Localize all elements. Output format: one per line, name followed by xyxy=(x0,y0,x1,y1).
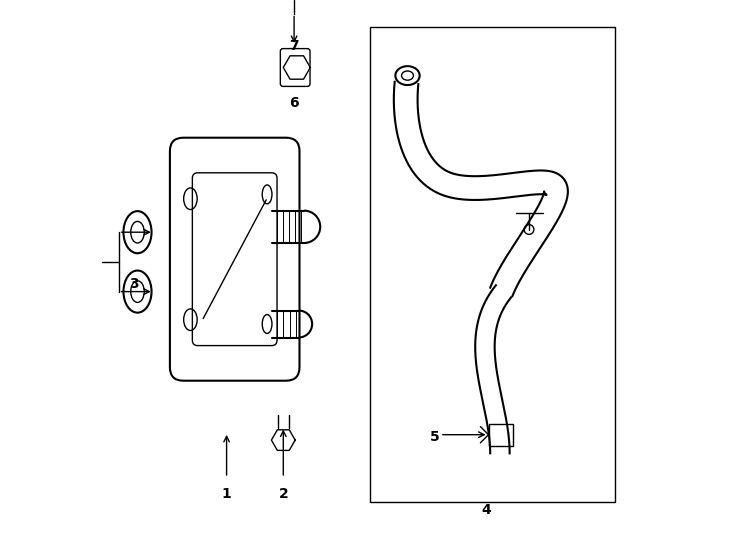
Polygon shape xyxy=(272,430,295,450)
Polygon shape xyxy=(283,56,310,79)
Text: 4: 4 xyxy=(481,503,490,517)
Ellipse shape xyxy=(123,271,151,313)
FancyBboxPatch shape xyxy=(192,173,277,346)
Ellipse shape xyxy=(396,66,420,85)
Text: 2: 2 xyxy=(278,487,288,501)
Text: 5: 5 xyxy=(429,430,440,444)
Text: 6: 6 xyxy=(289,96,299,110)
Text: 7: 7 xyxy=(289,39,299,53)
Text: 3: 3 xyxy=(129,276,139,291)
FancyBboxPatch shape xyxy=(170,138,299,381)
Text: 1: 1 xyxy=(222,487,231,501)
FancyBboxPatch shape xyxy=(280,49,310,86)
Ellipse shape xyxy=(283,49,299,59)
Bar xyxy=(489,424,513,446)
Bar xyxy=(370,27,615,502)
Ellipse shape xyxy=(123,211,151,253)
